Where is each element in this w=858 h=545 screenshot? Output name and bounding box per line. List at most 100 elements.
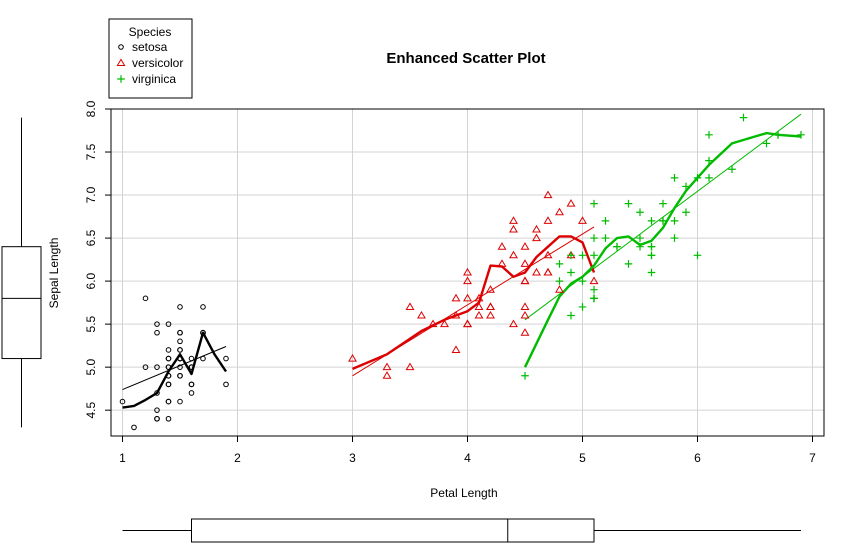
point-plus xyxy=(521,371,529,380)
point-circle xyxy=(177,329,183,336)
y-box xyxy=(1,246,42,360)
x-box xyxy=(191,518,595,543)
point-triangle xyxy=(116,58,126,67)
y-tick-label: 5.5 xyxy=(84,315,98,332)
smooth-line-virginica xyxy=(523,131,802,368)
point-triangle xyxy=(474,302,484,310)
point-plus xyxy=(555,260,564,268)
smooth-line-versicolor xyxy=(352,235,596,371)
smoother-lines xyxy=(122,131,802,409)
point-plus xyxy=(705,131,713,139)
point-circle xyxy=(177,355,183,362)
point-plus xyxy=(647,268,656,277)
point-circle xyxy=(142,295,149,302)
legend-label-setosa: setosa xyxy=(132,40,168,54)
legend-box xyxy=(108,18,193,99)
point-circle xyxy=(165,415,172,422)
point-plus xyxy=(567,311,575,320)
point-triangle xyxy=(543,216,553,224)
point-plus xyxy=(117,75,125,83)
x-tick-label: 6 xyxy=(694,451,701,465)
point-triangle xyxy=(543,267,553,276)
point-plus xyxy=(590,199,598,208)
point-triangle xyxy=(382,371,392,379)
point-circle xyxy=(154,390,160,396)
point-triangle xyxy=(486,285,495,293)
point-plus xyxy=(590,294,598,303)
point-plus xyxy=(624,199,633,208)
point-triangle xyxy=(509,250,518,259)
point-plus xyxy=(670,234,679,242)
point-plus xyxy=(647,242,656,251)
point-plus xyxy=(647,217,656,225)
point-circle xyxy=(223,381,229,388)
point-triangle xyxy=(543,190,553,199)
point-circle xyxy=(200,329,206,336)
point-triangle xyxy=(486,310,495,319)
x-tick-label: 5 xyxy=(579,451,586,465)
point-triangle xyxy=(566,199,576,207)
point-plus xyxy=(693,174,702,182)
point-triangle xyxy=(463,293,472,302)
point-triangle xyxy=(463,276,472,285)
y-axis: 4.5 5.0 5.5 6.0 6.5 7.0 7.5 8.0 xyxy=(84,100,111,419)
point-plus xyxy=(567,251,575,260)
point-circle xyxy=(165,398,172,405)
x-axis-label: Petal Length xyxy=(430,486,497,500)
point-circle xyxy=(200,304,206,310)
point-plus xyxy=(590,234,598,242)
point-triangle xyxy=(405,362,415,371)
point-plus xyxy=(590,251,598,260)
point-plus xyxy=(636,234,644,242)
point-triangle xyxy=(474,293,484,302)
point-circle xyxy=(131,424,137,431)
point-triangle xyxy=(520,276,530,285)
point-plus xyxy=(578,251,587,260)
point-triangle xyxy=(451,345,461,353)
point-triangle xyxy=(497,259,507,267)
x-tick-label: 2 xyxy=(234,451,241,465)
point-plus xyxy=(659,199,667,208)
point-plus xyxy=(682,208,690,217)
point-circle xyxy=(223,355,229,362)
y-tick-label: 6.0 xyxy=(84,272,98,289)
smooth-line-setosa xyxy=(122,331,227,409)
point-plus xyxy=(578,303,587,311)
x-marginal-boxplot xyxy=(122,518,801,543)
point-plus xyxy=(578,277,587,285)
y-tick-label: 8.0 xyxy=(84,100,98,117)
point-triangle xyxy=(497,242,507,250)
point-triangle xyxy=(520,242,530,250)
x-tick-label: 3 xyxy=(349,451,356,465)
point-circle xyxy=(177,304,183,310)
y-tick-label: 7.0 xyxy=(84,186,98,203)
fit-line-virginica xyxy=(524,113,802,321)
point-triangle xyxy=(578,216,587,224)
point-circle xyxy=(188,390,195,396)
regression-lines xyxy=(122,113,802,390)
point-circle xyxy=(165,355,172,362)
point-circle xyxy=(165,321,172,327)
point-circle xyxy=(165,364,172,370)
y-tick-label: 4.5 xyxy=(84,402,98,419)
point-triangle xyxy=(428,319,438,328)
point-triangle xyxy=(348,353,357,362)
point-plus xyxy=(659,217,667,225)
grid-lines xyxy=(111,108,824,436)
x-tick-label: 7 xyxy=(809,451,816,465)
point-circle xyxy=(177,372,183,379)
point-plus xyxy=(647,251,656,260)
point-triangle xyxy=(405,302,415,310)
point-plus xyxy=(670,174,679,182)
point-triangle xyxy=(463,267,472,276)
point-triangle xyxy=(474,310,484,319)
point-circle xyxy=(188,355,195,362)
point-triangle xyxy=(520,259,530,267)
point-plus xyxy=(601,217,610,225)
point-plus xyxy=(705,156,713,165)
point-plus xyxy=(797,131,805,139)
point-triangle xyxy=(451,310,461,319)
point-triangle xyxy=(555,285,564,293)
point-circle xyxy=(165,372,172,379)
